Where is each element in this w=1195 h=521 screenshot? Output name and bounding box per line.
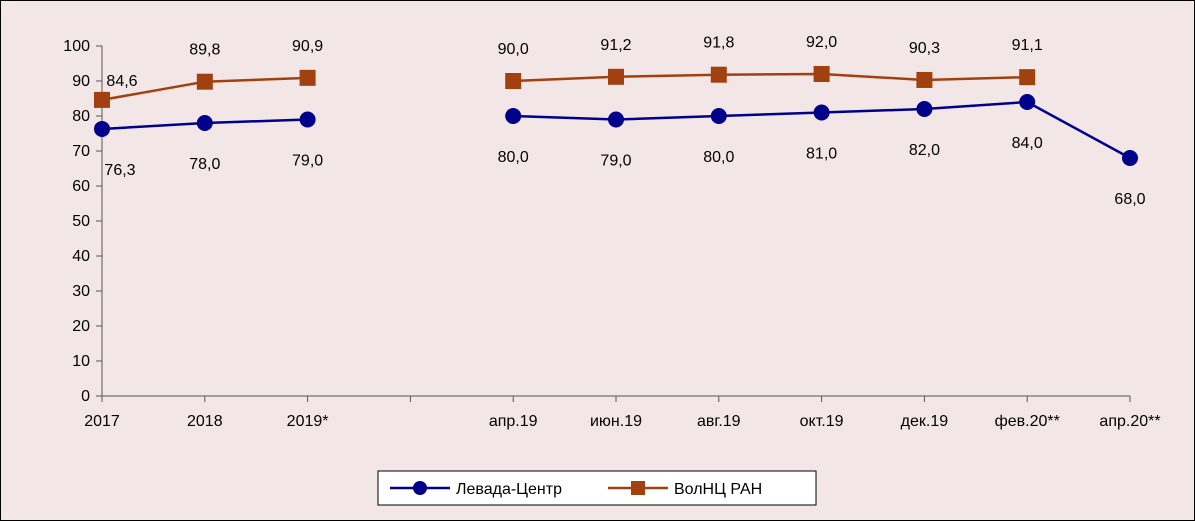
y-tick-label: 10 <box>72 353 90 370</box>
data-label: 76,3 <box>104 162 135 179</box>
data-label: 92,0 <box>806 34 837 51</box>
data-point-circle <box>813 104 830 121</box>
data-point-square <box>94 91 110 108</box>
data-point-circle <box>608 111 624 128</box>
data-label: 89,8 <box>189 42 220 59</box>
x-tick-label: авг.19 <box>697 413 741 430</box>
data-label: 78,0 <box>189 156 220 173</box>
data-label: 90,0 <box>498 41 529 58</box>
data-point-square <box>813 66 830 82</box>
x-tick-label: 2019* <box>287 413 329 430</box>
data-label: 80,0 <box>703 149 734 166</box>
data-point-square <box>608 68 624 85</box>
data-point-square <box>299 69 316 86</box>
x-tick-label: апр.20** <box>1099 413 1160 430</box>
x-tick-label: окт.19 <box>800 413 844 430</box>
series-line <box>513 72 1028 83</box>
data-point-circle <box>94 120 110 137</box>
data-point-circle <box>1019 94 1036 110</box>
x-tick-label: 2018 <box>187 413 223 430</box>
legend <box>377 470 817 506</box>
x-tick-label: фев.20** <box>995 413 1060 430</box>
y-tick-label: 60 <box>72 178 90 195</box>
x-tick-label: июн.19 <box>590 413 642 430</box>
data-label: 90,3 <box>909 40 940 57</box>
data-label: 91,8 <box>703 35 734 52</box>
y-tick-label: 70 <box>72 143 90 160</box>
y-tick-label: 30 <box>72 283 90 300</box>
data-point-square <box>1019 69 1036 86</box>
y-tick-label: 80 <box>72 108 90 125</box>
data-point-square <box>710 66 727 83</box>
data-point-square <box>916 71 933 88</box>
legend-label: ВолНЦ РАН <box>674 481 762 498</box>
data-label: 68,0 <box>1114 191 1145 208</box>
data-point-circle <box>916 101 933 117</box>
data-label: 84,0 <box>1012 135 1043 152</box>
x-tick-label: дек.19 <box>901 413 949 430</box>
x-tick-label: 2017 <box>84 413 120 430</box>
legend-marker-circle <box>413 481 427 495</box>
data-label: 91,2 <box>600 37 631 54</box>
data-label: 79,0 <box>600 153 631 170</box>
data-point-square <box>505 73 522 89</box>
y-tick-label: 50 <box>72 213 90 230</box>
data-label: 91,1 <box>1012 37 1043 54</box>
data-label: 79,0 <box>292 153 323 170</box>
data-point-square <box>196 73 213 90</box>
data-label: 84,6 <box>106 73 137 90</box>
y-tick-label: 20 <box>72 318 90 335</box>
data-label: 80,0 <box>498 149 529 166</box>
data-label: 81,0 <box>806 146 837 163</box>
data-point-circle <box>710 108 727 124</box>
data-label: 90,9 <box>292 38 323 55</box>
data-point-circle <box>299 111 316 128</box>
data-label: 82,0 <box>909 142 940 159</box>
data-point-circle <box>1122 150 1138 166</box>
y-tick-label: 0 <box>81 388 90 405</box>
y-tick-label: 90 <box>72 73 90 90</box>
legend-marker-square <box>631 481 645 495</box>
legend-label: Левада-Центр <box>456 481 562 498</box>
y-tick-label: 40 <box>72 248 90 265</box>
y-tick-label: 100 <box>63 38 90 55</box>
x-tick-label: апр.19 <box>489 413 538 430</box>
data-point-circle <box>196 115 213 131</box>
data-point-circle <box>505 108 522 124</box>
